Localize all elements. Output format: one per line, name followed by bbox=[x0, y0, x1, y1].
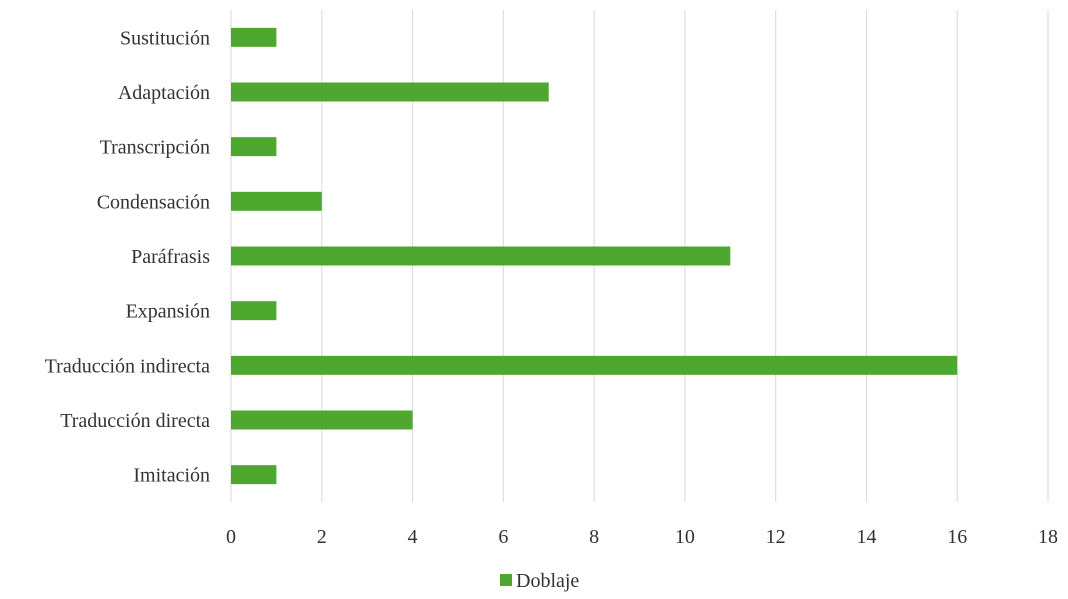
bar bbox=[231, 410, 413, 430]
bars bbox=[231, 27, 958, 485]
x-tick-label: 6 bbox=[498, 526, 508, 548]
category-label: Transcripción bbox=[100, 137, 210, 159]
bar bbox=[231, 465, 277, 485]
x-tick-label: 12 bbox=[766, 526, 786, 548]
bar bbox=[231, 82, 549, 102]
x-tick-label: 8 bbox=[589, 526, 599, 548]
bar bbox=[231, 137, 277, 157]
category-labels: Imitación Traducción directa Traducción in… bbox=[45, 27, 211, 486]
category-label: Adaptación bbox=[118, 82, 210, 104]
legend: Doblaje bbox=[500, 570, 579, 592]
bar bbox=[231, 355, 958, 375]
category-label: Imitación bbox=[133, 465, 210, 487]
category-label: Condensación bbox=[97, 191, 210, 213]
x-tick-label: 0 bbox=[226, 526, 236, 548]
category-label: Sustitución bbox=[120, 27, 210, 49]
x-tick-label: 2 bbox=[317, 526, 327, 548]
x-tick-label: 18 bbox=[1038, 526, 1058, 548]
category-label: Traducción indirecta bbox=[45, 355, 210, 377]
bar bbox=[231, 27, 277, 47]
x-tick-label: 10 bbox=[675, 526, 695, 548]
x-tick-label: 14 bbox=[856, 526, 876, 548]
legend-swatch-doblaje bbox=[500, 574, 512, 586]
bar bbox=[231, 301, 277, 321]
bar bbox=[231, 191, 322, 211]
legend-label-doblaje: Doblaje bbox=[516, 570, 579, 592]
bar bbox=[231, 246, 731, 266]
x-tick-label: 4 bbox=[408, 526, 418, 548]
x-tick-label: 16 bbox=[947, 526, 967, 548]
x-axis-tick-labels: 0 2 4 6 8 10 12 14 16 18 bbox=[226, 526, 1058, 548]
category-label: Expansión bbox=[126, 301, 210, 323]
category-label: Traducción directa bbox=[60, 410, 210, 432]
category-label: Paráfrasis bbox=[131, 246, 210, 268]
